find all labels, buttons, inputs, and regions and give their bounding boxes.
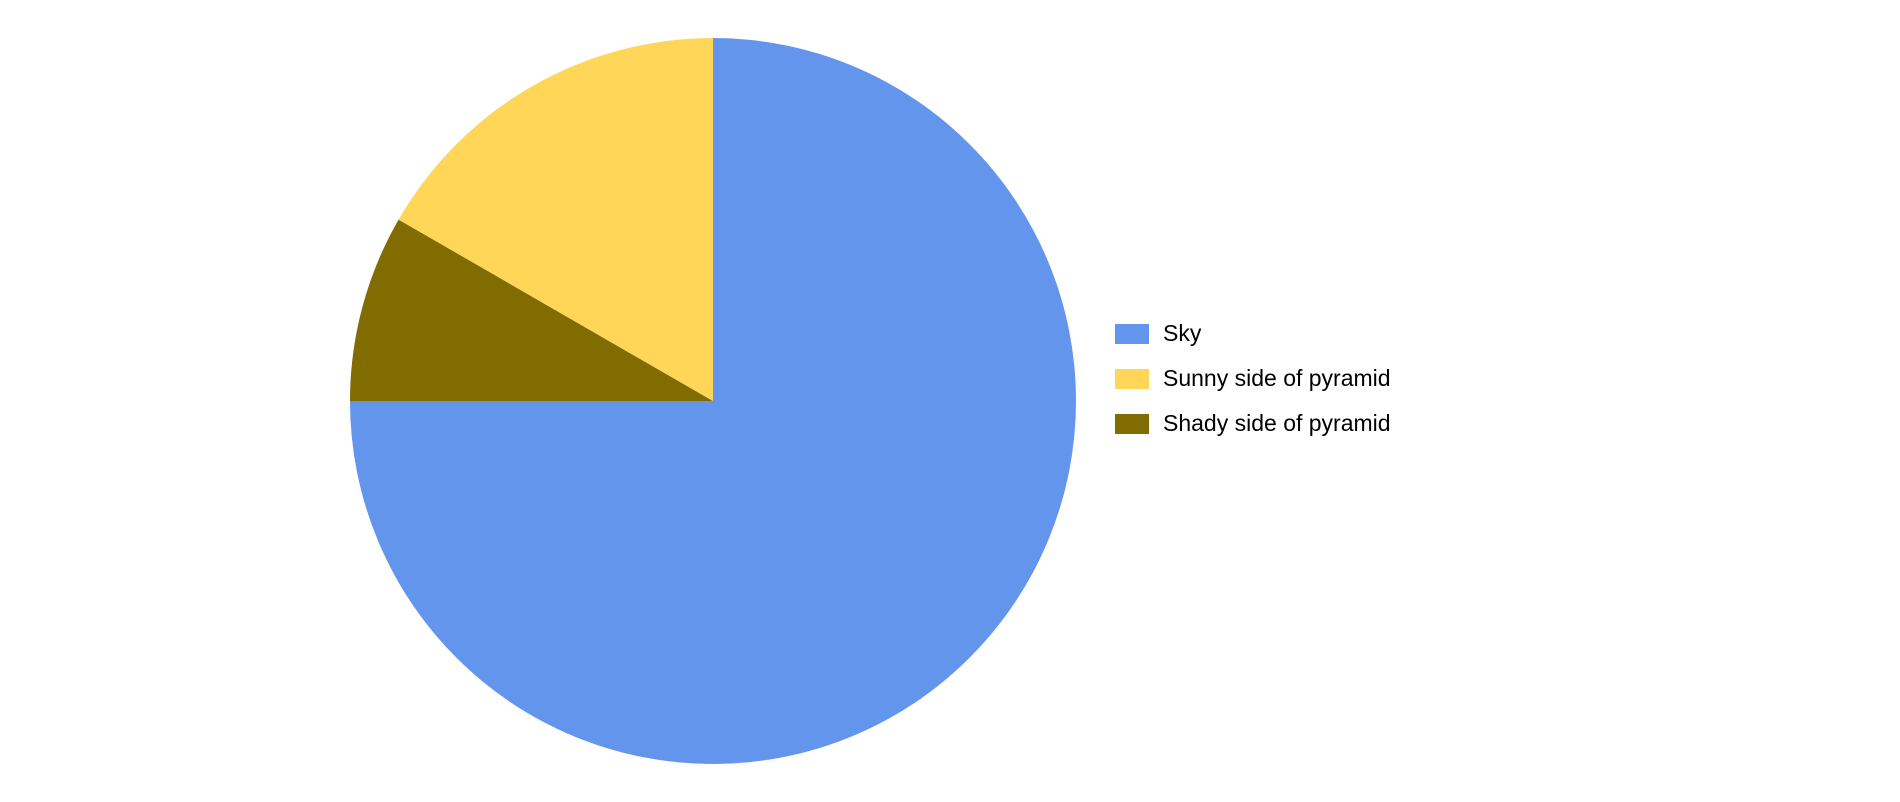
legend-swatch	[1115, 324, 1149, 344]
legend-swatch	[1115, 369, 1149, 389]
pie-chart	[350, 38, 1076, 764]
legend: Sky Sunny side of pyramid Shady side of …	[1115, 320, 1391, 437]
legend-label: Sunny side of pyramid	[1163, 365, 1391, 392]
legend-item-sky: Sky	[1115, 320, 1391, 347]
legend-item-shady: Shady side of pyramid	[1115, 410, 1391, 437]
legend-label: Sky	[1163, 320, 1201, 347]
legend-swatch	[1115, 414, 1149, 434]
legend-item-sunny: Sunny side of pyramid	[1115, 365, 1391, 392]
legend-label: Shady side of pyramid	[1163, 410, 1391, 437]
